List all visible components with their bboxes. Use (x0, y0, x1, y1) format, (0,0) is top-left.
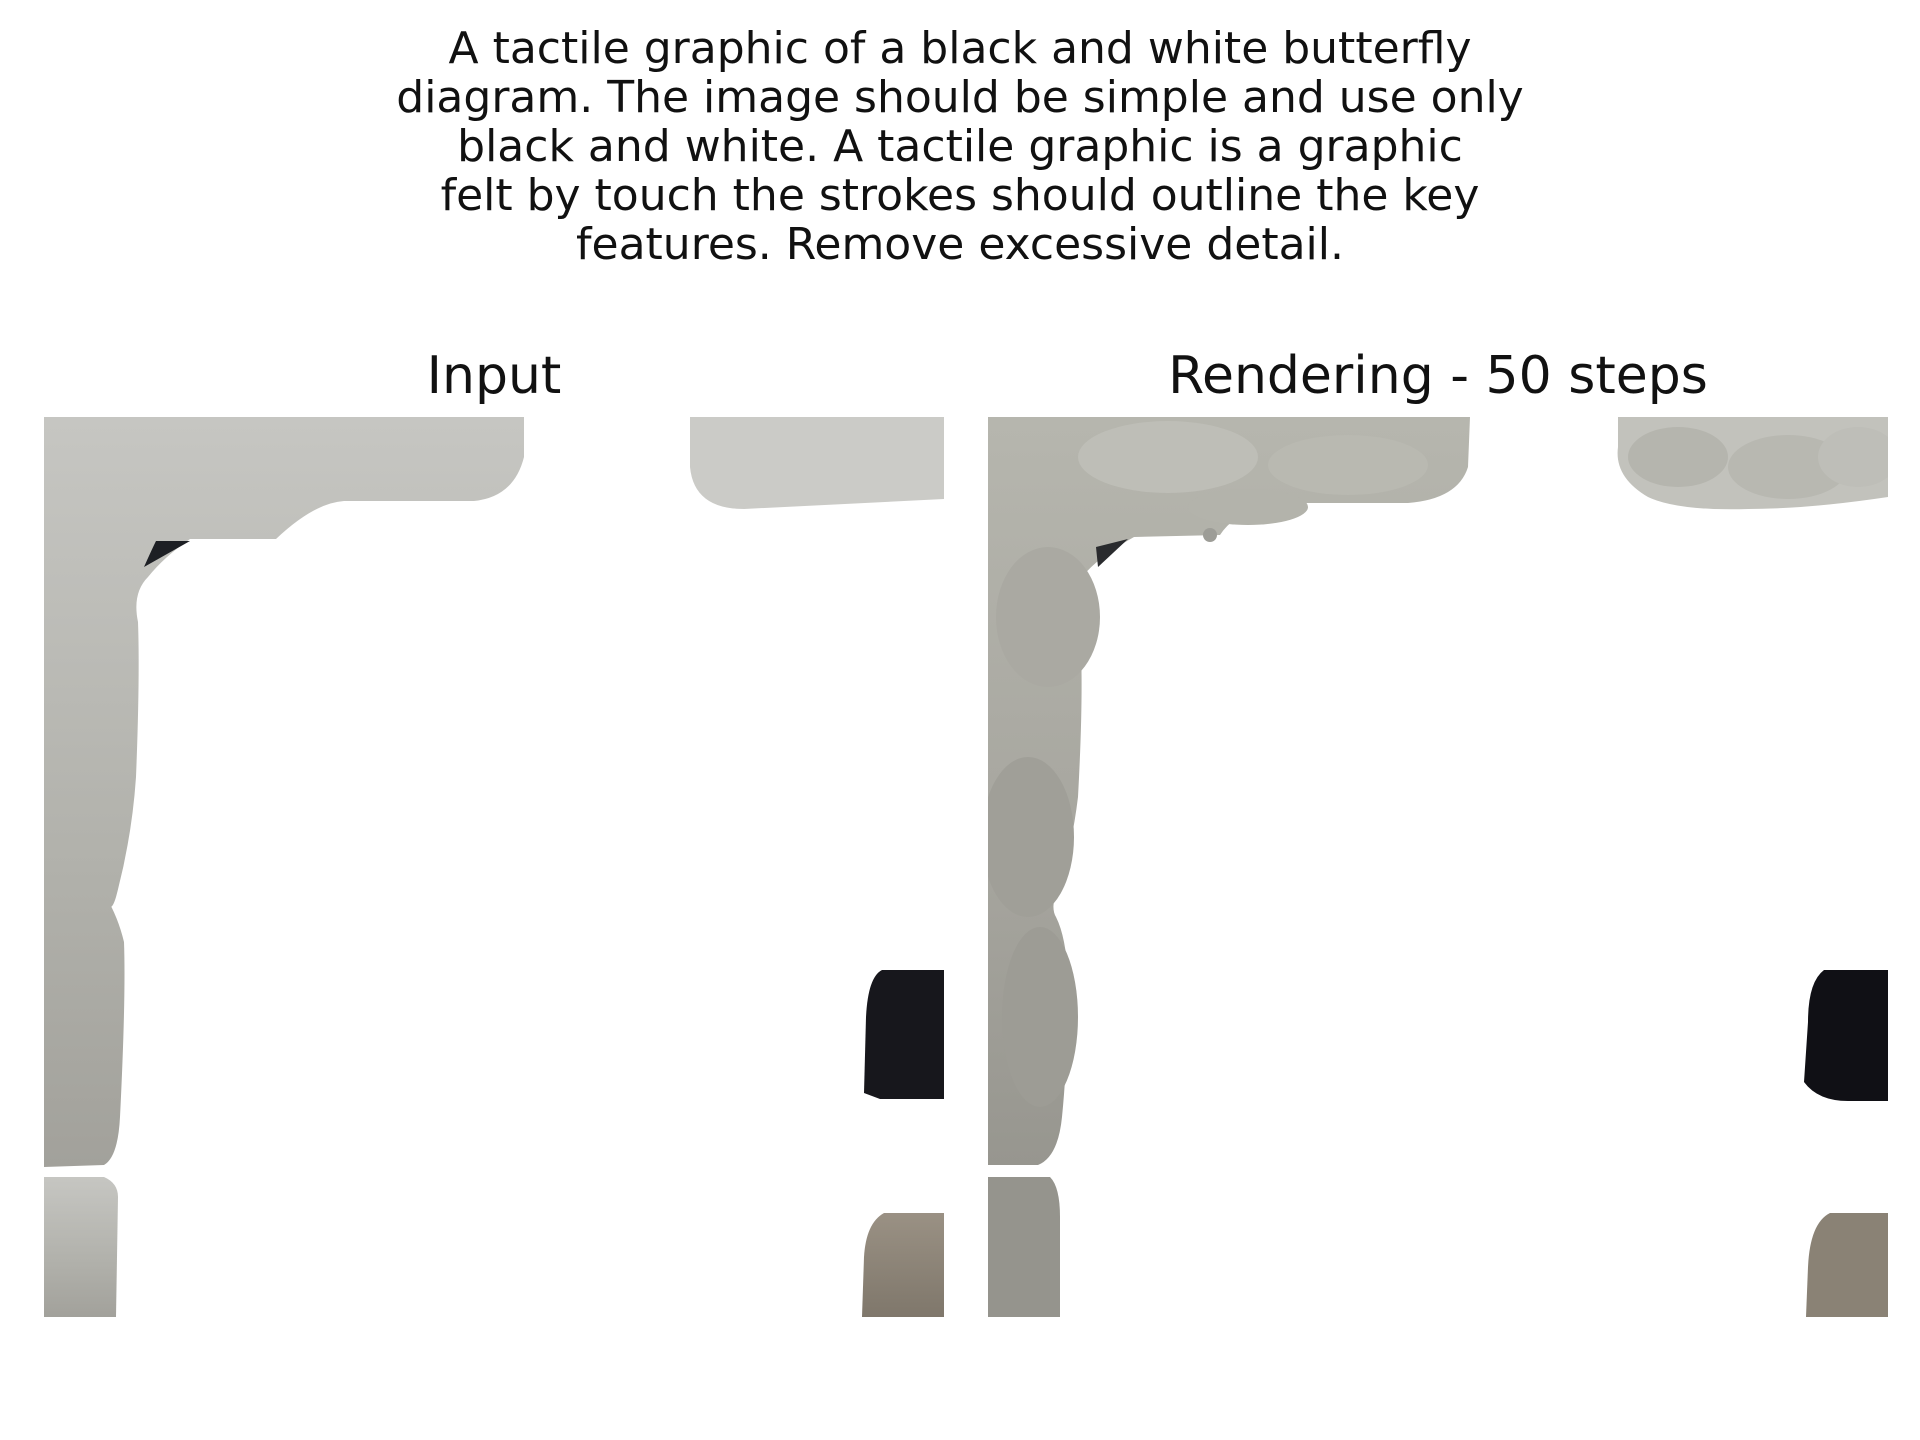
caption-line-4: felt by touch the strokes should outline… (440, 170, 1480, 221)
caption-line-3: black and white. A tactile graphic is a … (457, 121, 1463, 172)
input-dark-corner (144, 541, 190, 567)
rendering-brown-object (1806, 1213, 1888, 1317)
rendering-image-panel (988, 417, 1888, 1317)
rendering-image (988, 417, 1888, 1317)
caption-line-1: A tactile graphic of a black and white b… (448, 23, 1472, 74)
caption-line-2: diagram. The image should be simple and … (396, 72, 1524, 123)
input-brown-object (862, 1213, 944, 1317)
input-gray-bottom-left (44, 1177, 118, 1317)
input-image-panel (44, 417, 944, 1317)
figure-caption: A tactile graphic of a black and white b… (330, 24, 1590, 269)
input-gray-wall (44, 417, 524, 1167)
rendering-panel-title: Rendering - 50 steps (1168, 346, 1708, 406)
input-panel-title: Input (426, 346, 562, 406)
input-gray-top-right (690, 417, 944, 509)
input-image (44, 417, 944, 1317)
rendering-dark-object (1804, 970, 1888, 1101)
caption-line-5: features. Remove excessive detail. (576, 219, 1344, 270)
input-dark-object (864, 970, 944, 1099)
rendering-gray-bottom-left (988, 1177, 1060, 1317)
